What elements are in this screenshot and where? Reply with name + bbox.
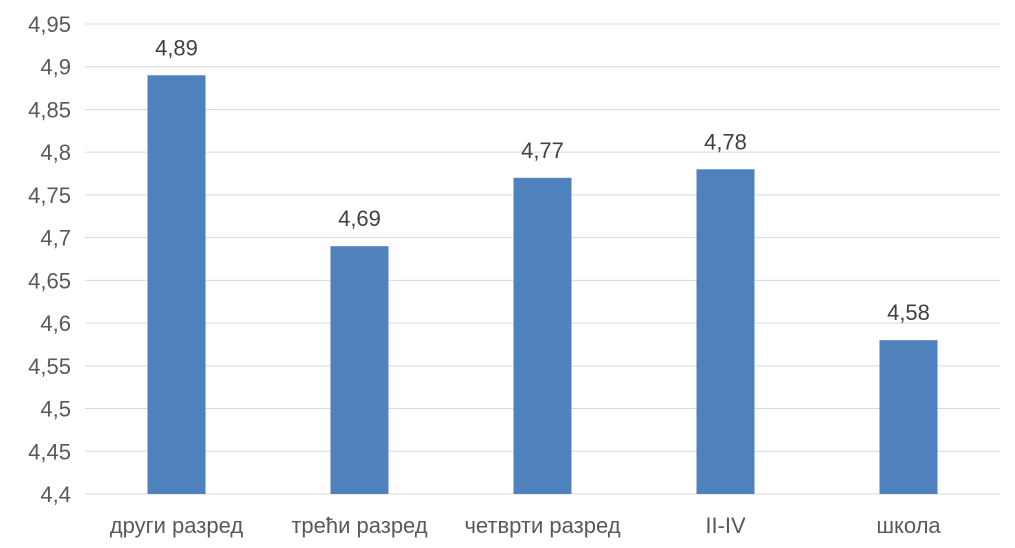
x-category-label: други разред bbox=[110, 513, 244, 538]
bar bbox=[147, 75, 206, 494]
bar bbox=[879, 340, 938, 494]
y-tick-label: 4,9 bbox=[40, 55, 71, 80]
y-tick-label: 4,85 bbox=[28, 97, 71, 122]
y-tick-label: 4,4 bbox=[40, 482, 71, 507]
y-tick-label: 4,75 bbox=[28, 183, 71, 208]
x-category-label: школа bbox=[876, 513, 941, 538]
x-axis-category-labels: други разред трећи разред четврти разред II… bbox=[110, 513, 942, 538]
data-label: 4,58 bbox=[887, 300, 930, 325]
x-category-label: трећи разред bbox=[291, 513, 427, 538]
x-category-label: II-IV bbox=[705, 513, 746, 538]
y-tick-label: 4,65 bbox=[28, 268, 71, 293]
y-tick-label: 4,55 bbox=[28, 354, 71, 379]
y-tick-label: 4,8 bbox=[40, 140, 71, 165]
y-tick-label: 4,6 bbox=[40, 311, 71, 336]
bar bbox=[513, 177, 572, 494]
data-label: 4,77 bbox=[521, 138, 564, 163]
y-tick-label: 4,45 bbox=[28, 439, 71, 464]
bar bbox=[330, 246, 389, 494]
y-tick-label: 4,7 bbox=[40, 226, 71, 251]
data-labels: 4,89 4,69 4,77 4,78 4,58 bbox=[155, 35, 930, 325]
x-category-label: четврти разред bbox=[464, 513, 620, 538]
y-axis-tick-labels: 4,4 4,45 4,5 4,55 4,6 4,65 4,7 4,75 4,8 4,85 4,9 4,… bbox=[28, 12, 71, 507]
bar bbox=[696, 169, 755, 495]
y-tick-label: 4,5 bbox=[40, 397, 71, 422]
data-label: 4,69 bbox=[338, 206, 381, 231]
data-label: 4,78 bbox=[704, 129, 747, 154]
bars bbox=[147, 75, 938, 495]
y-tick-label: 4,95 bbox=[28, 12, 71, 37]
data-label: 4,89 bbox=[155, 35, 198, 60]
